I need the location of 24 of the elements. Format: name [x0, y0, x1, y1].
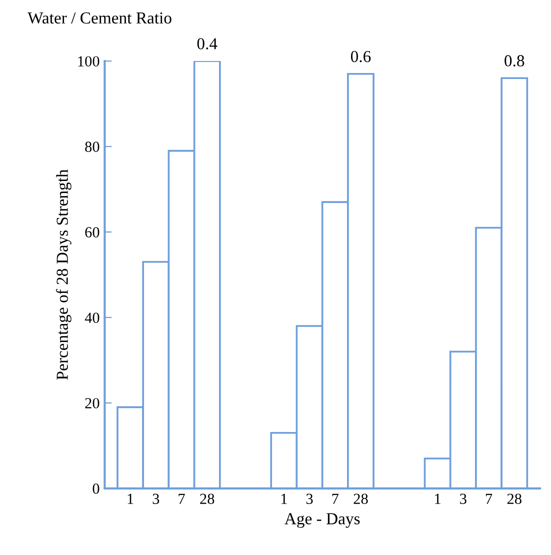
x-tick-label: 3 [460, 494, 466, 504]
chart-title: Water / Cement Ratio [28, 12, 172, 24]
x-tick-label: 1 [128, 494, 134, 504]
y-tick-label: 100 [78, 56, 100, 66]
x-tick-label: 3 [152, 494, 160, 504]
y-tick-label: 20 [85, 398, 100, 408]
y-tick-label: 40 [84, 312, 100, 323]
text: 0.4 [197, 38, 218, 50]
y-tick-label: 60 [85, 227, 100, 238]
annotation: 0.6 [350, 50, 371, 62]
x-axis-title: Age - Days [284, 513, 360, 528]
x-tick-label: 28 [507, 494, 522, 504]
x-tick-label: 1 [435, 494, 440, 504]
annotation: 0.8 [504, 55, 524, 66]
x-tick-label: 1 [281, 494, 287, 504]
y-axis-title: Percentage of 28 Days Strength [56, 169, 72, 380]
x-tick-label: 28 [354, 494, 368, 504]
x-tick-label: 7 [178, 494, 185, 504]
x-tick-label: 3 [306, 494, 313, 504]
y-tick-label: 0 [92, 484, 100, 494]
x-tick-label: 7 [486, 494, 492, 504]
x-tick-label: 28 [200, 494, 214, 504]
x-tick-label: 7 [332, 494, 339, 504]
y-tick-label: 80 [85, 142, 100, 152]
